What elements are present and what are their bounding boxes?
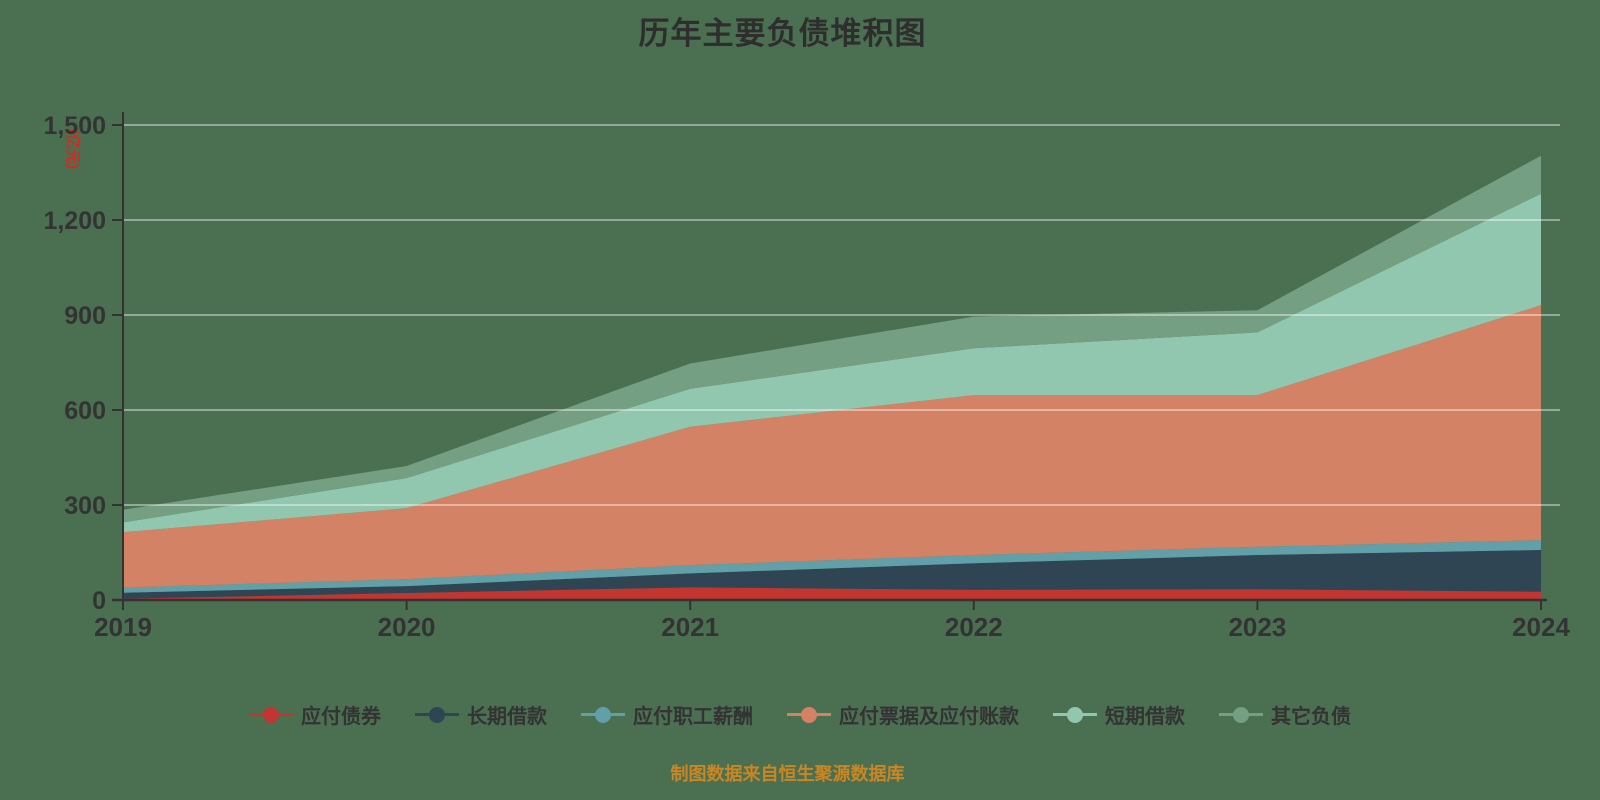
- x-tick-label-2019: 2019: [94, 612, 152, 642]
- legend-item-应付职工薪酬[interactable]: 应付职工薪酬: [581, 700, 753, 729]
- area-应付票据及应付账款: [123, 305, 1541, 588]
- legend-item-其它负债[interactable]: 其它负债: [1219, 700, 1351, 729]
- y-tick-label-0: 0: [92, 587, 106, 615]
- legend-marker-icon: [787, 706, 831, 723]
- chart-legend: 应付债券 长期借款 应付职工薪酬 应付票据及应付账款 短期借款 其它负债: [0, 700, 1600, 729]
- y-tick-label-900: 900: [64, 302, 106, 330]
- legend-marker-icon: [1053, 706, 1097, 723]
- legend-label: 应付债券: [301, 706, 381, 728]
- legend-item-应付债券[interactable]: 应付债券: [249, 700, 381, 729]
- legend-item-短期借款[interactable]: 短期借款: [1053, 700, 1185, 729]
- legend-label: 应付职工薪酬: [633, 706, 753, 728]
- legend-item-应付票据及应付账款[interactable]: 应付票据及应付账款: [787, 700, 1019, 729]
- area-应付债券: [123, 587, 1541, 600]
- x-tick-label-2023: 2023: [1228, 612, 1286, 642]
- y-tick-label-600: 600: [64, 397, 106, 425]
- y-tick-label-300: 300: [64, 492, 106, 520]
- legend-label: 长期借款: [467, 706, 547, 728]
- legend-label: 应付票据及应付账款: [839, 706, 1019, 728]
- legend-marker-icon: [1219, 706, 1263, 723]
- x-tick-label-2020: 2020: [378, 612, 436, 642]
- data-source-note: 制图数据来自恒生聚源数据库: [670, 764, 905, 784]
- legend-item-长期借款[interactable]: 长期借款: [415, 700, 547, 729]
- y-tick-label-1500: 1,500: [43, 112, 106, 140]
- legend-marker-icon: [415, 706, 459, 723]
- area-应付职工薪酬: [123, 540, 1541, 593]
- x-tick-label-2022: 2022: [945, 612, 1003, 642]
- chart-title: 历年主要负债堆积图: [638, 16, 927, 51]
- legend-marker-icon: [581, 706, 625, 723]
- area-短期借款: [123, 193, 1541, 533]
- area-长期借款: [123, 549, 1541, 599]
- y-tick-label-1200: 1,200: [43, 207, 106, 235]
- x-tick-label-2024: 2024: [1512, 612, 1570, 642]
- legend-label: 短期借款: [1105, 706, 1185, 728]
- legend-label: 其它负债: [1271, 706, 1351, 728]
- legend-marker-icon: [249, 706, 293, 723]
- x-tick-label-2021: 2021: [661, 612, 719, 642]
